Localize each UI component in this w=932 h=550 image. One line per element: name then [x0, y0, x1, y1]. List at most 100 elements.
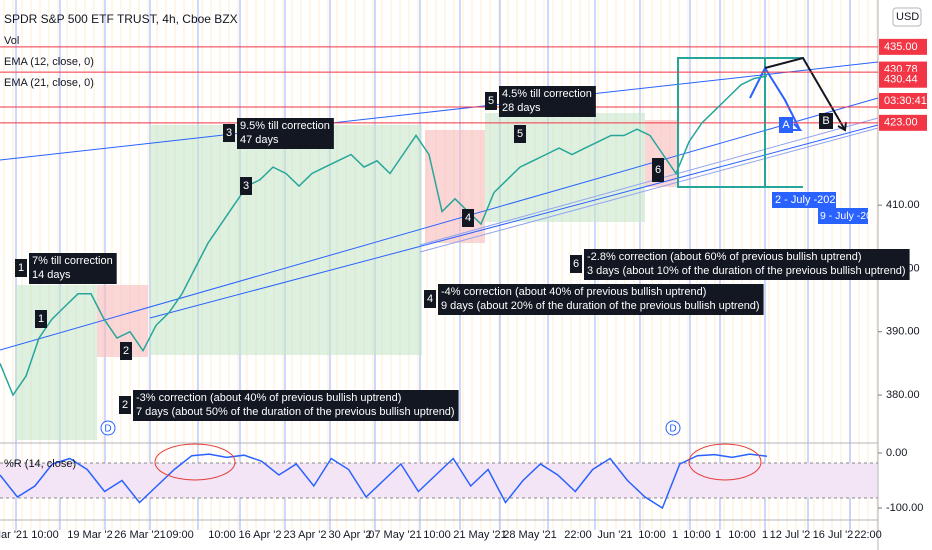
trendline: [419, 127, 879, 253]
tag: 6: [573, 258, 579, 270]
trendline: [0, 97, 879, 351]
note-box: [584, 249, 910, 280]
dividend-marker: [665, 420, 681, 436]
tag: 5: [488, 95, 494, 107]
indicator-label: %R (14, close): [4, 458, 76, 470]
x-tick-label: 09:00: [166, 529, 194, 541]
dividend-marker: [100, 420, 116, 436]
x-tick-label: 19 Mar '2: [67, 529, 113, 541]
tag: 3: [226, 127, 232, 139]
price-label: 423.00: [884, 117, 918, 129]
tag: 6: [655, 164, 661, 176]
x-tick-label: 16 Apr '2: [238, 529, 281, 541]
x-tick-label: 28 May '21: [503, 529, 556, 541]
y-tick-label: 380.00: [886, 389, 920, 401]
y-tick-label: 410.00: [886, 199, 920, 211]
y-tick-label: -100.00: [886, 502, 923, 514]
decor: [0, 0, 879, 550]
projection-a: [749, 65, 803, 131]
note-box: [133, 390, 459, 421]
x-tick-label: 30 Apr '2: [328, 529, 371, 541]
tag-box: [240, 177, 252, 195]
series-line: [0, 453, 768, 510]
note-line: -3% correction (about 40% of previous bu…: [136, 392, 401, 404]
note-line: 7 days (about 50% of the duration of the…: [136, 406, 455, 418]
note-box: [438, 284, 764, 315]
date-box: [772, 192, 836, 208]
marker-box: [779, 117, 793, 133]
r-band: [0, 463, 878, 498]
price-label: 435.00: [884, 41, 918, 53]
x-tick-label: 1: [762, 529, 768, 541]
dividend-label: D: [669, 424, 676, 435]
indicator-label: EMA (21, close, 0): [4, 77, 94, 89]
y-tick-label: 0.00: [886, 447, 907, 459]
x-tick-label: 10:00: [31, 529, 59, 541]
tag-box: [570, 255, 582, 273]
x-tick-label: 26 Mar '21: [114, 529, 166, 541]
tag: 1: [38, 313, 44, 325]
note-line: 9 days (about 20% of the duration of the…: [441, 300, 760, 312]
x-tick-label: 23 Apr '2: [283, 529, 326, 541]
price-label-bg: [879, 114, 927, 131]
x-tick-label: Mar '21: [0, 529, 28, 541]
trendline: [419, 117, 879, 246]
countdown-bg: [879, 93, 927, 109]
marker-box: [819, 113, 833, 129]
note-box: [237, 118, 334, 149]
marker: B: [822, 115, 829, 127]
projection-b: [764, 56, 847, 132]
x-tick-label: 22:00: [564, 529, 592, 541]
x-tick-label: 22:00: [854, 529, 882, 541]
y-tick-label: 390.00: [886, 326, 920, 338]
trendline: [149, 124, 879, 319]
tag: 4: [427, 293, 433, 305]
x-tick-label: Jun '21: [597, 529, 632, 541]
price-label: 430.44: [884, 74, 918, 86]
note-line: 7% till correction: [32, 255, 113, 267]
x-tick-label: 10:00: [728, 529, 756, 541]
series-line: [0, 75, 768, 397]
note-line: 28 days: [502, 102, 541, 114]
x-tick-label: 10:00: [638, 529, 666, 541]
tag: 2: [122, 399, 128, 411]
currency: USD: [896, 11, 919, 23]
x-tick-label: 21 May '21: [453, 529, 506, 541]
price-label-bg: [879, 71, 927, 88]
note-line: 4.5% till correction: [502, 88, 592, 100]
note-line: 47 days: [240, 134, 279, 146]
tag-box: [119, 396, 131, 414]
tag: 1: [18, 262, 24, 274]
trendline: [0, 61, 879, 161]
x-tick-label: 10:00: [683, 529, 711, 541]
zone: [485, 113, 645, 222]
tag: 5: [517, 128, 523, 140]
x-tick-label: 12 Jul '2: [770, 529, 811, 541]
tag: 3: [243, 180, 249, 192]
zone: [425, 130, 485, 243]
tag-box: [485, 92, 497, 110]
tag-box: [462, 209, 474, 227]
currency-box: [892, 7, 922, 27]
indicator-label: Vol: [4, 35, 19, 47]
tag-box: [424, 290, 436, 308]
note-box: [29, 253, 117, 284]
x-tick-label: 16 Jul '2: [813, 529, 854, 541]
dividend-label: D: [104, 424, 111, 435]
x-tick-label: 10:00: [423, 529, 451, 541]
chart-title: SPDR S&P 500 ETF TRUST, 4h, Cboe BZX: [4, 12, 238, 26]
highlight: [688, 443, 762, 481]
highlight: [154, 443, 236, 481]
x-tick-label: 1: [715, 529, 721, 541]
note-line: 9.5% till correction: [240, 120, 330, 132]
date-label: 9 - July -2021: [820, 210, 884, 222]
x-tick-label: 07 May '21: [368, 529, 421, 541]
countdown: 03:30:41: [884, 95, 927, 107]
tag: 4: [465, 212, 471, 224]
tag-box: [223, 124, 235, 142]
tag-box: [514, 125, 526, 143]
tag-box: [15, 259, 27, 277]
tag-box: [120, 342, 132, 360]
zone: [15, 285, 97, 440]
